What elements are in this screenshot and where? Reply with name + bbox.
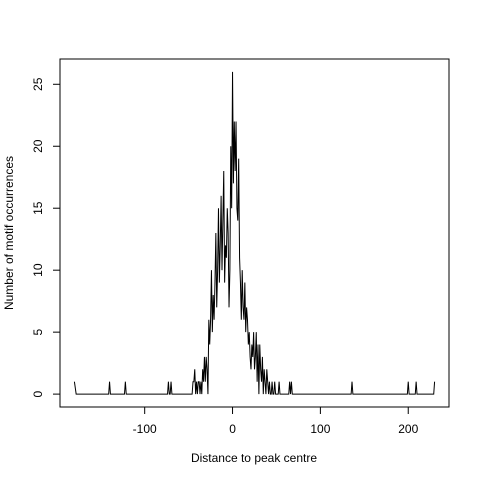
y-tick-label: 20	[31, 139, 45, 153]
x-tick-label: 100	[310, 422, 330, 436]
x-axis-label: Distance to peak centre	[191, 451, 317, 465]
y-axis-label: Number of motif occurrences	[2, 156, 16, 310]
x-tick-label: 200	[398, 422, 418, 436]
y-tick-label: 10	[31, 263, 45, 277]
y-tick-label: 15	[31, 201, 45, 215]
y-tick-label: 0	[31, 390, 45, 397]
y-tick-label: 25	[31, 77, 45, 91]
data-line	[73, 71, 436, 395]
x-tick-label: -100	[133, 422, 157, 436]
y-tick-label: 5	[31, 328, 45, 335]
x-tick-label: 0	[229, 422, 236, 436]
